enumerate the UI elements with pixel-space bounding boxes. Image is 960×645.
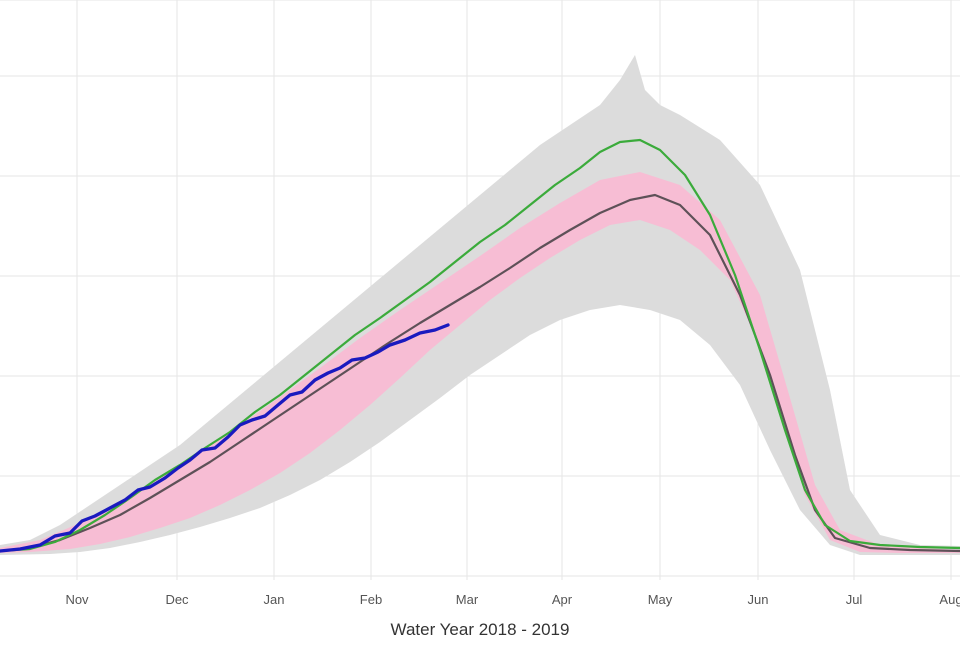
x-axis-tick-label: Feb: [360, 592, 382, 607]
x-axis-tick-label: Nov: [65, 592, 88, 607]
x-axis-tick-label: Aug: [939, 592, 960, 607]
x-axis-tick-label: Jan: [264, 592, 285, 607]
line-chart: Nov Dec Jan Feb Mar Apr May Jun Jul Aug Water Yea…: [0, 0, 960, 640]
x-axis-tick-label: Jun: [748, 592, 769, 607]
chart-svg: [0, 0, 960, 640]
x-axis-tick-label: Dec: [165, 592, 188, 607]
x-axis-tick-label: Jul: [846, 592, 863, 607]
x-axis-tick-label: Apr: [552, 592, 572, 607]
x-axis-tick-label: May: [648, 592, 673, 607]
chart-title: Water Year 2018 - 2019: [391, 620, 570, 640]
x-axis-tick-label: Mar: [456, 592, 478, 607]
